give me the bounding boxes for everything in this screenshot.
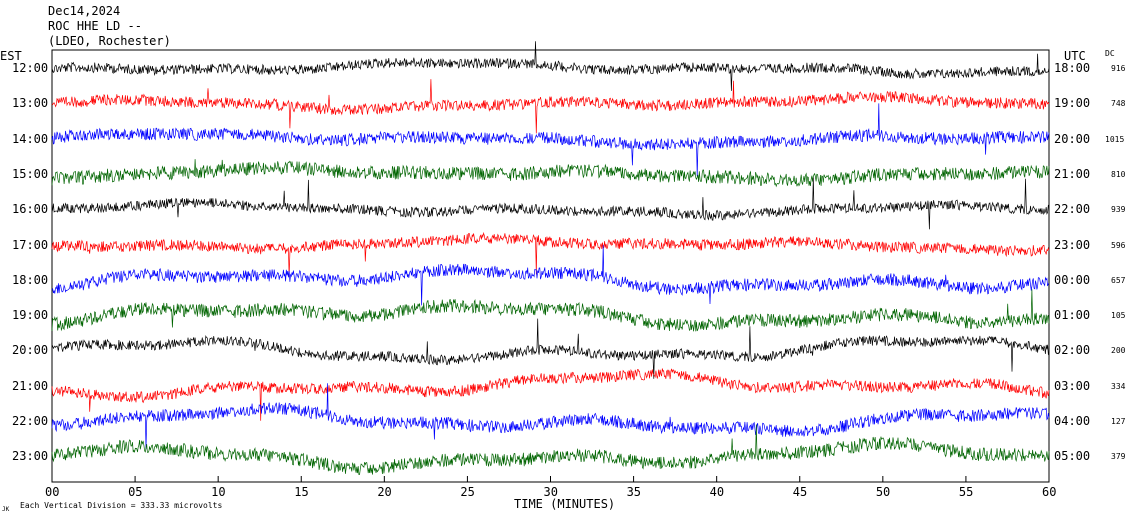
x-tick-label: 55 bbox=[958, 485, 974, 499]
station-label: ROC HHE LD -- bbox=[48, 19, 142, 33]
x-tick-label: 40 bbox=[709, 485, 725, 499]
utc-tick-label: 22:00 bbox=[1054, 202, 1091, 217]
x-axis-title: TIME (MINUTES) bbox=[514, 497, 616, 511]
utc-tick-label: 23:00 bbox=[1054, 237, 1091, 252]
utc-tick-label: 01:00 bbox=[1054, 308, 1091, 323]
utc-tick-label: 20:00 bbox=[1054, 131, 1091, 146]
x-tick-label: 30 bbox=[543, 485, 558, 499]
dc-value: 200 bbox=[1111, 346, 1126, 356]
trace-1200 bbox=[51, 41, 1050, 91]
dc-value: 1015 bbox=[1105, 134, 1125, 144]
x-tick-label: 10 bbox=[211, 485, 226, 499]
trace-1800 bbox=[51, 244, 1050, 306]
trace-1700 bbox=[51, 231, 1050, 277]
dc-value: 810 bbox=[1111, 169, 1126, 179]
utc-tick-label: 00:00 bbox=[1054, 272, 1091, 287]
dc-value: 657 bbox=[1111, 275, 1126, 285]
trace-2200 bbox=[51, 383, 1050, 450]
utc-tick-label: 19:00 bbox=[1054, 96, 1091, 111]
trace-1400 bbox=[51, 103, 1050, 177]
x-tick-label: 35 bbox=[626, 485, 642, 499]
est-axis-label: EST bbox=[0, 49, 22, 63]
location-label: (LDEO, Rochester) bbox=[48, 34, 171, 48]
utc-axis-label: UTC bbox=[1064, 49, 1086, 63]
est-tick-label: 18:00 bbox=[12, 272, 49, 287]
dc-value: 939 bbox=[1111, 205, 1126, 215]
x-tick-label: 60 bbox=[1042, 485, 1057, 499]
trace-1600 bbox=[51, 177, 1050, 230]
est-tick-label: 14:00 bbox=[12, 131, 49, 146]
utc-tick-label: 04:00 bbox=[1054, 414, 1091, 428]
est-tick-label: 16:00 bbox=[12, 202, 49, 217]
est-tick-label: 17:00 bbox=[12, 237, 49, 252]
x-tick-label: 20 bbox=[377, 485, 392, 499]
x-tick-label: 00 bbox=[45, 485, 60, 499]
utc-tick-label: 05:00 bbox=[1054, 449, 1091, 464]
dc-value: 105 bbox=[1111, 311, 1126, 321]
est-tick-label: 20:00 bbox=[12, 343, 49, 358]
date-label: Dec14,2024 bbox=[48, 4, 121, 18]
trace-2100 bbox=[51, 368, 1050, 421]
dc-value: 127 bbox=[1111, 417, 1126, 426]
trace-2300 bbox=[51, 424, 1050, 475]
dc-value: 916 bbox=[1111, 64, 1126, 73]
x-tick-label: 25 bbox=[460, 485, 475, 499]
x-tick-label: 45 bbox=[792, 485, 808, 499]
utc-tick-label: 03:00 bbox=[1054, 378, 1091, 393]
trace-1300 bbox=[51, 79, 1050, 134]
est-tick-label: 22:00 bbox=[12, 414, 49, 428]
utc-tick-label: 18:00 bbox=[1054, 61, 1091, 75]
dc-header: DC bbox=[1105, 49, 1115, 58]
est-tick-label: 23:00 bbox=[12, 449, 49, 464]
utc-tick-label: 02:00 bbox=[1054, 343, 1091, 358]
est-tick-label: 15:00 bbox=[12, 166, 49, 181]
dc-value: 379 bbox=[1111, 452, 1126, 462]
utc-tick-label: 21:00 bbox=[1054, 166, 1091, 181]
est-tick-label: 13:00 bbox=[12, 96, 49, 111]
est-tick-label: 19:00 bbox=[12, 308, 49, 323]
x-tick-label: 15 bbox=[294, 485, 309, 499]
x-tick-label: 50 bbox=[875, 485, 891, 499]
scale-footnote: Each Vertical Division = 333.33 microvol… bbox=[20, 501, 223, 510]
trace-1500 bbox=[51, 159, 1050, 188]
dc-value: 596 bbox=[1111, 240, 1126, 250]
dc-value: 334 bbox=[1111, 381, 1126, 391]
est-tick-label: 12:00 bbox=[12, 61, 49, 75]
trace-2000 bbox=[51, 318, 1050, 379]
trace-1900 bbox=[51, 289, 1050, 332]
x-tick-label: 05 bbox=[128, 485, 143, 499]
footnote-prefix: JK bbox=[2, 506, 10, 513]
dc-value: 748 bbox=[1111, 99, 1126, 109]
est-tick-label: 21:00 bbox=[12, 378, 49, 393]
